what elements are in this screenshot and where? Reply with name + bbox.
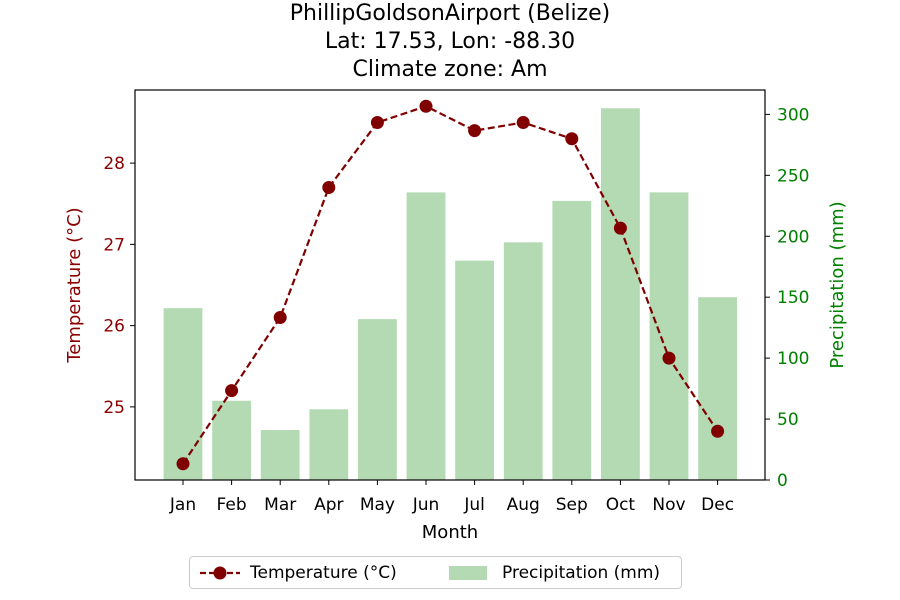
left-y-axis: 25 26 27 28 [103,154,135,418]
precipitation-bar-jul [455,260,494,480]
x-tick-label-dec: Dec [701,495,734,515]
x-tick-label-may: May [360,495,395,515]
temperature-series [176,99,725,471]
temperature-point-nov [662,351,676,365]
x-tick-label-jul: Jul [463,495,485,515]
temperature-point-jan [176,457,190,471]
plot-frame [134,89,766,481]
legend-item-temperature: Temperature (°C) [198,557,397,588]
legend-item-precipitation: Precipitation (mm) [449,557,660,588]
right-y-tick-label-200: 200 [777,227,809,247]
precipitation-bar-nov [649,192,689,480]
x-axis: Jan Feb Mar Apr May Jun Jul Aug Sep Oct Nov Dec [169,480,734,515]
right-y-tick-label-150: 150 [777,288,809,308]
x-tick-label-nov: Nov [652,495,685,515]
right-y-tick-label-100: 100 [777,349,809,369]
right-y-tick-label-300: 300 [777,105,809,125]
precipitation-bar-dec [698,297,737,480]
x-tick-label-jan: Jan [169,495,196,515]
x-tick-label-jun: Jun [412,495,440,515]
legend-temperature-swatch [200,566,240,579]
left-y-tick-label-25: 25 [103,398,125,418]
precipitation-bar-jun [406,192,446,480]
precipitation-bar-sep [552,200,592,480]
temperature-point-dec [711,424,725,438]
precipitation-bar-feb [212,400,251,480]
left-y-tick-label-28: 28 [103,154,125,174]
legend-precipitation-swatch [449,565,487,580]
left-y-axis-label: Temperature (°C) [64,207,85,363]
left-y-tick-label-26: 26 [103,317,125,337]
right-y-tick-label-0: 0 [777,471,788,491]
right-y-tick-label-50: 50 [777,410,799,430]
precipitation-bars [163,108,737,480]
x-tick-label-feb: Feb [217,495,247,515]
temperature-point-mar [273,311,287,324]
precipitation-bar-aug [503,242,543,480]
temperature-line [182,105,719,465]
temperature-point-jun [419,99,433,113]
legend-precipitation-label: Precipitation (mm) [502,562,661,583]
precipitation-bar-jan [163,308,203,480]
temperature-point-feb [225,384,239,398]
temperature-point-may [370,116,384,129]
precipitation-bar-mar [260,430,300,480]
x-tick-label-apr: Apr [314,495,343,515]
temperature-point-apr [322,181,336,194]
legend-temperature-label: Temperature (°C) [250,562,397,583]
x-axis-label: Month [422,522,478,543]
temperature-point-jul [468,124,482,138]
right-y-axis-label: Precipitation (mm) [827,201,848,368]
temperature-point-aug [516,116,530,129]
temperature-point-sep [565,132,579,146]
right-y-tick-label-250: 250 [777,166,809,186]
legend: Temperature (°C) Precipitation (mm) [189,556,682,589]
temperature-point-oct [613,221,627,235]
chart-title-line-1: PhillipGoldsonAirport (Belize) [289,1,611,26]
chart-title-line-3: Climate zone: Am [352,57,548,82]
precipitation-bar-may [358,319,397,480]
x-tick-label-oct: Oct [606,495,636,515]
chart-title-line-2: Lat: 17.53, Lon: -88.30 [324,29,576,54]
left-y-tick-label-27: 27 [103,235,125,255]
precipitation-bar-oct [601,108,640,480]
x-tick-label-sep: Sep [556,495,588,515]
x-tick-label-aug: Aug [507,495,540,515]
precipitation-bar-apr [309,409,349,480]
x-tick-label-mar: Mar [264,495,296,515]
right-y-axis: 0 50 100 150 200 250 300 [765,105,809,491]
